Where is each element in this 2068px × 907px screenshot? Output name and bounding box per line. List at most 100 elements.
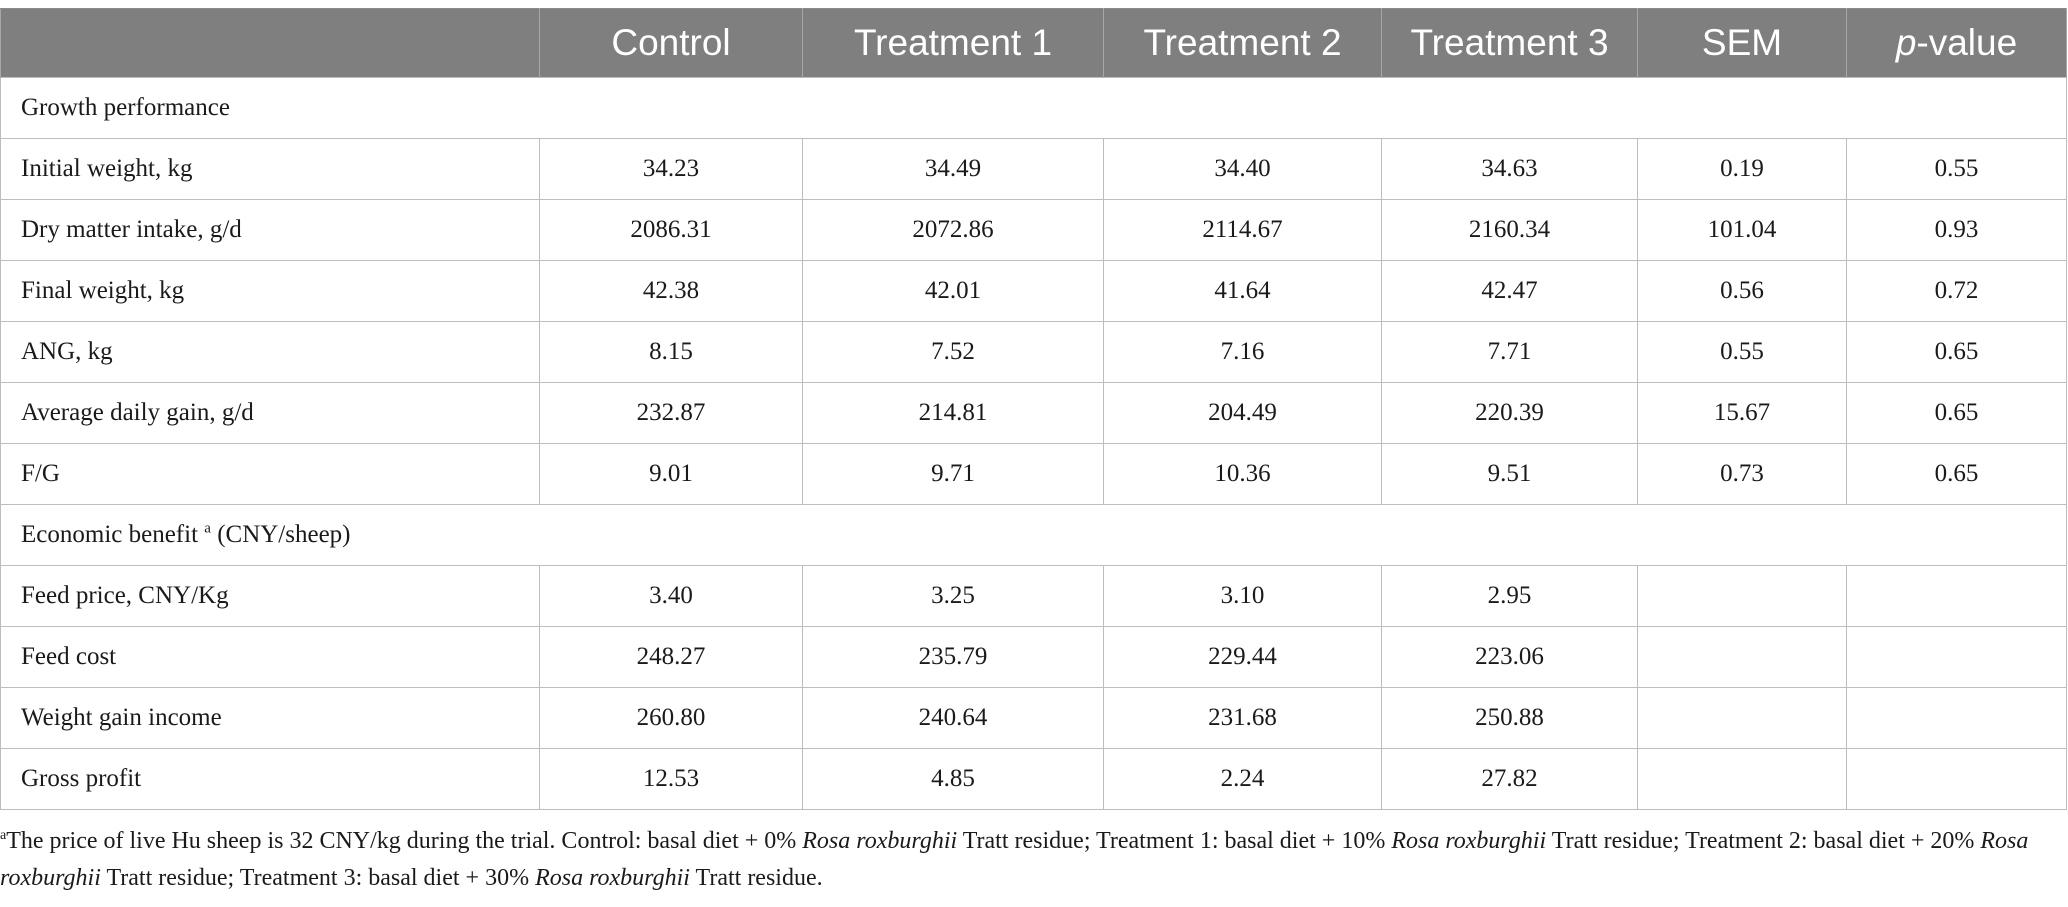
cell-control: 248.27 bbox=[539, 626, 803, 688]
cell-treatment-1: 4.85 bbox=[802, 748, 1104, 810]
cell-control: 34.23 bbox=[539, 138, 803, 200]
cell-control: 12.53 bbox=[539, 748, 803, 810]
cell-control: 9.01 bbox=[539, 443, 803, 505]
cell-treatment-3: 2.95 bbox=[1381, 565, 1638, 627]
results-table: Control Treatment 1 Treatment 2 Treatmen… bbox=[0, 8, 2067, 810]
cell-treatment-1: 42.01 bbox=[802, 260, 1104, 322]
cell-control: 42.38 bbox=[539, 260, 803, 322]
section-label-growth: Growth performance bbox=[0, 77, 2067, 139]
cell-control: 232.87 bbox=[539, 382, 803, 444]
table-row: Average daily gain, g/d 232.87 214.81 204.4… bbox=[0, 382, 2067, 444]
cell-p-value: 0.72 bbox=[1846, 260, 2067, 322]
section-row-economic: Economic benefit a (CNY/sheep) bbox=[0, 504, 2067, 566]
cell-p-value: 0.55 bbox=[1846, 138, 2067, 200]
cell-sem: 15.67 bbox=[1637, 382, 1847, 444]
cell-sem: 0.56 bbox=[1637, 260, 1847, 322]
cell-treatment-1: 240.64 bbox=[802, 687, 1104, 749]
table-row: Feed cost 248.27 235.79 229.44 223.06 bbox=[0, 626, 2067, 688]
section-label-economic-unit: (CNY/sheep) bbox=[210, 521, 351, 548]
cell-treatment-1: 2072.86 bbox=[802, 199, 1104, 261]
cell-p-value bbox=[1846, 626, 2067, 688]
cell-p-value bbox=[1846, 687, 2067, 749]
cell-p-value bbox=[1846, 748, 2067, 810]
results-table-container: Control Treatment 1 Treatment 2 Treatmen… bbox=[0, 8, 2067, 810]
cell-sem bbox=[1637, 626, 1847, 688]
cell-sem: 0.73 bbox=[1637, 443, 1847, 505]
row-label: Feed price, CNY/Kg bbox=[0, 565, 540, 627]
section-row-growth: Growth performance bbox=[0, 77, 2067, 139]
header-row: Control Treatment 1 Treatment 2 Treatmen… bbox=[0, 8, 2067, 78]
table-body: Growth performance bbox=[0, 77, 2067, 139]
row-label: Final weight, kg bbox=[0, 260, 540, 322]
cell-treatment-3: 34.63 bbox=[1381, 138, 1638, 200]
cell-control: 260.80 bbox=[539, 687, 803, 749]
cell-treatment-3: 9.51 bbox=[1381, 443, 1638, 505]
cell-sem bbox=[1637, 687, 1847, 749]
cell-p-value: 0.65 bbox=[1846, 443, 2067, 505]
row-label: Feed cost bbox=[0, 626, 540, 688]
header-p-value: p-value bbox=[1846, 8, 2067, 78]
species-name-1: Rosa roxburghii bbox=[802, 828, 958, 854]
header-sem: SEM bbox=[1637, 8, 1847, 78]
table-header: Control Treatment 1 Treatment 2 Treatmen… bbox=[0, 8, 2067, 78]
cell-p-value: 0.93 bbox=[1846, 199, 2067, 261]
header-treatment-1: Treatment 1 bbox=[802, 8, 1104, 78]
footnote-marker: a bbox=[0, 828, 7, 843]
cell-sem bbox=[1637, 748, 1847, 810]
cell-treatment-1: 7.52 bbox=[802, 321, 1104, 383]
species-name-4: Rosa roxburghii bbox=[535, 865, 690, 891]
cell-control: 3.40 bbox=[539, 565, 803, 627]
table-footnote: aThe price of live Hu sheep is 32 CNY/kg… bbox=[0, 823, 2060, 897]
cell-sem: 0.55 bbox=[1637, 321, 1847, 383]
cell-treatment-2: 2114.67 bbox=[1103, 199, 1382, 261]
footnote-text-4: Tratt residue; Treatment 3: basal diet +… bbox=[100, 865, 536, 891]
cell-treatment-2: 2.24 bbox=[1103, 748, 1382, 810]
table-row: Final weight, kg 42.38 42.01 41.64 42.47 0.56… bbox=[0, 260, 2067, 322]
cell-p-value: 0.65 bbox=[1846, 382, 2067, 444]
cell-treatment-3: 223.06 bbox=[1381, 626, 1638, 688]
cell-treatment-3: 42.47 bbox=[1381, 260, 1638, 322]
table-row: Gross profit 12.53 4.85 2.24 27.82 bbox=[0, 748, 2067, 810]
cell-treatment-2: 229.44 bbox=[1103, 626, 1382, 688]
row-label: Gross profit bbox=[0, 748, 540, 810]
row-label: Initial weight, kg bbox=[0, 138, 540, 200]
cell-treatment-2: 3.10 bbox=[1103, 565, 1382, 627]
cell-treatment-2: 41.64 bbox=[1103, 260, 1382, 322]
cell-sem: 101.04 bbox=[1637, 199, 1847, 261]
section-label-economic-text: Economic benefit bbox=[21, 521, 205, 548]
table-row: Dry matter intake, g/d 2086.31 2072.86 2114… bbox=[0, 199, 2067, 261]
footnote-text-3: Tratt residue; Treatment 2: basal diet +… bbox=[1546, 828, 1981, 854]
section-label-economic: Economic benefit a (CNY/sheep) bbox=[0, 504, 2067, 566]
cell-p-value: 0.65 bbox=[1846, 321, 2067, 383]
cell-treatment-2: 231.68 bbox=[1103, 687, 1382, 749]
cell-treatment-1: 214.81 bbox=[802, 382, 1104, 444]
row-label: Dry matter intake, g/d bbox=[0, 199, 540, 261]
economic-rows: Feed price, CNY/Kg 3.40 3.25 3.10 2.95 Feed c… bbox=[0, 565, 2067, 810]
row-label: F/G bbox=[0, 443, 540, 505]
header-p-rest: -value bbox=[1916, 22, 2018, 63]
header-treatment-2: Treatment 2 bbox=[1103, 8, 1382, 78]
header-treatment-3: Treatment 3 bbox=[1381, 8, 1638, 78]
cell-sem: 0.19 bbox=[1637, 138, 1847, 200]
header-p-italic: p bbox=[1895, 22, 1917, 63]
cell-control: 8.15 bbox=[539, 321, 803, 383]
section-economic: Economic benefit a (CNY/sheep) bbox=[0, 504, 2067, 566]
cell-treatment-1: 9.71 bbox=[802, 443, 1104, 505]
cell-treatment-3: 27.82 bbox=[1381, 748, 1638, 810]
cell-treatment-3: 250.88 bbox=[1381, 687, 1638, 749]
header-blank bbox=[0, 8, 540, 78]
cell-control: 2086.31 bbox=[539, 199, 803, 261]
cell-treatment-2: 7.16 bbox=[1103, 321, 1382, 383]
species-name-3: Rosa roxburghii bbox=[0, 828, 2029, 891]
table-row: Initial weight, kg 34.23 34.49 34.40 34.63 0.… bbox=[0, 138, 2067, 200]
row-label: Weight gain income bbox=[0, 687, 540, 749]
header-control: Control bbox=[539, 8, 803, 78]
cell-treatment-2: 34.40 bbox=[1103, 138, 1382, 200]
table-row: Feed price, CNY/Kg 3.40 3.25 3.10 2.95 bbox=[0, 565, 2067, 627]
footnote-marker-a: a bbox=[204, 520, 211, 537]
cell-treatment-1: 3.25 bbox=[802, 565, 1104, 627]
row-label: ANG, kg bbox=[0, 321, 540, 383]
row-label: Average daily gain, g/d bbox=[0, 382, 540, 444]
cell-treatment-1: 235.79 bbox=[802, 626, 1104, 688]
cell-treatment-3: 220.39 bbox=[1381, 382, 1638, 444]
